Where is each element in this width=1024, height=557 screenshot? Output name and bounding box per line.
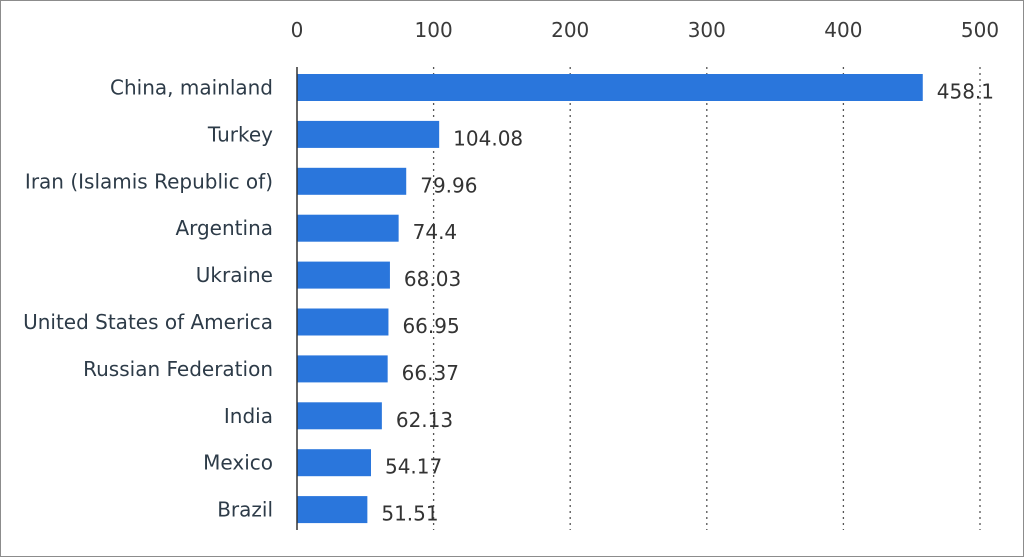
bar bbox=[297, 74, 923, 101]
value-label: 458.1 bbox=[937, 80, 994, 104]
x-tick-label: 500 bbox=[961, 18, 999, 42]
gridlines bbox=[432, 67, 981, 530]
value-label: 62.13 bbox=[396, 408, 453, 432]
value-label: 104.08 bbox=[453, 126, 523, 150]
value-label: 79.96 bbox=[420, 173, 477, 197]
bar bbox=[297, 214, 399, 242]
x-tick-label: 300 bbox=[688, 18, 726, 42]
category-label: Iran (Islamis Republic of) bbox=[25, 169, 273, 193]
x-tick-label: 100 bbox=[415, 18, 453, 42]
value-labels: 458.1 104.08 79.96 74.4 68.03 66.95 66.37 62.13… bbox=[381, 80, 994, 526]
category-label: Argentina bbox=[175, 216, 273, 240]
bar bbox=[297, 308, 389, 336]
category-label: Brazil bbox=[217, 498, 273, 522]
value-label: 54.17 bbox=[385, 455, 442, 479]
bar bbox=[297, 355, 388, 383]
category-label: Mexico bbox=[203, 451, 273, 475]
x-tick-label: 400 bbox=[824, 18, 862, 42]
x-tick-labels: 0 100 200 300 400 500 bbox=[291, 18, 999, 42]
bar bbox=[297, 449, 371, 477]
value-label: 66.37 bbox=[402, 361, 459, 385]
value-label: 66.95 bbox=[402, 314, 459, 338]
bar bbox=[297, 496, 368, 524]
value-label: 68.03 bbox=[404, 267, 461, 291]
x-tick-label: 0 bbox=[291, 18, 304, 42]
value-label: 51.51 bbox=[381, 502, 438, 526]
category-label: India bbox=[224, 404, 273, 428]
bar bbox=[297, 167, 407, 195]
category-label: United States of America bbox=[23, 310, 273, 334]
x-tick-label: 200 bbox=[551, 18, 589, 42]
value-label: 74.4 bbox=[413, 220, 458, 244]
category-label: Turkey bbox=[207, 122, 273, 146]
category-label: China, mainland bbox=[110, 76, 273, 100]
bar bbox=[297, 402, 382, 430]
bars bbox=[297, 74, 923, 524]
bar bbox=[297, 120, 440, 148]
category-label: Russian Federation bbox=[83, 357, 273, 381]
category-labels: China, mainland Turkey Iran (Islamis Repub… bbox=[23, 76, 273, 522]
category-label: Ukraine bbox=[196, 263, 273, 287]
bar bbox=[297, 261, 390, 289]
